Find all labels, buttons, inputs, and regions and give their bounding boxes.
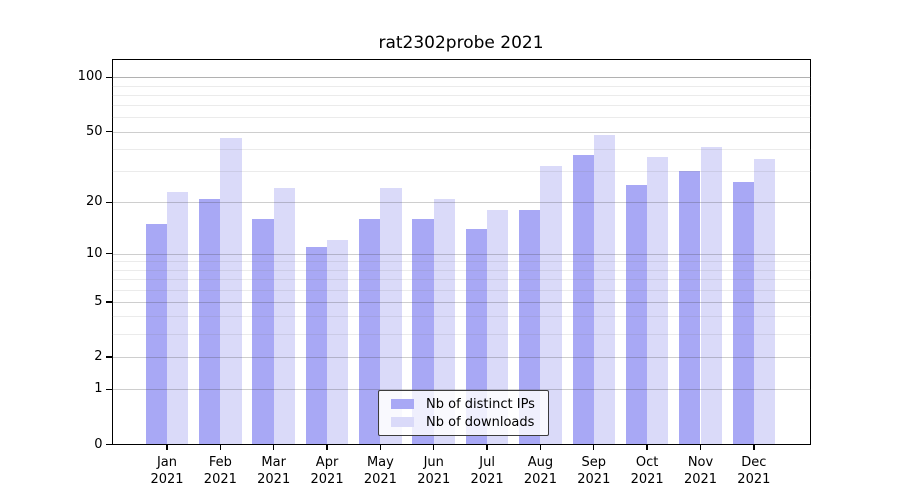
x-tick-label-nov: Nov 2021 <box>683 454 718 487</box>
gridline-minor-8 <box>111 269 811 271</box>
y-tick-5 <box>105 301 112 303</box>
gridline-minor-40 <box>111 149 811 151</box>
x-tick-apr <box>326 444 328 450</box>
legend-item-distinct-ips: Nb of distinct IPs <box>391 396 538 412</box>
y-tick-label-20: 20 <box>85 194 103 210</box>
y-tick-label-1: 1 <box>94 381 103 397</box>
gridline-minor-3 <box>111 334 811 336</box>
x-tick-label-jun: Jun 2021 <box>417 454 451 487</box>
bar-dec-downloads <box>753 159 776 445</box>
y-tick-label-0: 0 <box>94 436 103 452</box>
x-tick-may <box>379 444 382 450</box>
legend: Nb of distinct IPs Nb of downloads <box>378 390 549 436</box>
gridline-major-10 <box>111 253 811 255</box>
gridline-minor-9 <box>111 261 811 263</box>
x-tick-label-feb: Feb 2021 <box>203 454 237 487</box>
x-tick-label-apr: Apr 2021 <box>310 454 344 487</box>
bar-oct-distinct-ips <box>625 185 648 445</box>
legend-swatch-icon <box>391 399 414 409</box>
y-tick-50 <box>105 131 112 133</box>
bar-aug-distinct-ips <box>519 210 541 445</box>
bar-dec-distinct-ips <box>732 182 754 445</box>
x-tick-label-sep: Sep 2021 <box>577 454 611 487</box>
x-tick-label-aug: Aug 2021 <box>523 454 557 487</box>
y-tick-20 <box>105 201 112 203</box>
bar-jul-downloads <box>487 210 509 445</box>
gridline-minor-7 <box>111 279 811 281</box>
gridline-major-2 <box>111 357 811 359</box>
bar-sep-distinct-ips <box>572 155 594 445</box>
bar-mar-downloads <box>273 188 295 445</box>
gridline-minor-4 <box>111 316 811 318</box>
x-tick-mar <box>273 444 275 450</box>
y-tick-label-2: 2 <box>94 349 103 365</box>
gridline-major-50 <box>111 131 811 133</box>
gridline-minor-30 <box>111 171 811 173</box>
chart-title: rat2302probe 2021 <box>378 33 544 53</box>
gridline-major-1 <box>111 389 811 391</box>
y-tick-100 <box>105 76 112 79</box>
y-tick-0 <box>105 443 112 446</box>
x-tick-label-mar: Mar 2021 <box>257 454 291 487</box>
x-tick-oct <box>646 444 648 450</box>
bar-feb-distinct-ips <box>199 198 221 445</box>
bar-jan-downloads <box>167 191 189 445</box>
bar-mar-distinct-ips <box>252 219 274 445</box>
gridline-major-20 <box>111 202 811 204</box>
y-tick-10 <box>105 253 112 255</box>
bar-apr-distinct-ips <box>305 246 328 445</box>
x-tick-label-oct: Oct 2021 <box>630 454 664 487</box>
x-tick-label-jul: Jul 2021 <box>470 454 504 487</box>
x-tick-aug <box>539 444 542 450</box>
x-tick-dec <box>753 444 755 450</box>
gridline-minor-80 <box>111 94 811 96</box>
bar-may-distinct-ips <box>359 219 381 445</box>
legend-item-downloads: Nb of downloads <box>391 414 538 430</box>
gridline-major-100 <box>111 77 811 79</box>
gridline-minor-60 <box>111 117 811 119</box>
bar-apr-downloads <box>327 240 349 445</box>
plot-area <box>111 58 811 445</box>
gridline-major-5 <box>111 301 811 303</box>
y-tick-label-10: 10 <box>85 245 103 261</box>
x-tick-label-dec: Dec 2021 <box>737 454 771 487</box>
x-tick-feb <box>219 444 222 450</box>
x-tick-sep <box>593 444 595 450</box>
bar-may-downloads <box>380 188 402 445</box>
x-tick-jan <box>166 444 168 450</box>
y-tick-label-50: 50 <box>85 123 103 139</box>
y-tick-label-100: 100 <box>77 69 103 85</box>
bar-oct-downloads <box>647 157 669 445</box>
bar-jun-downloads <box>433 198 456 445</box>
y-tick-label-5: 5 <box>94 293 103 309</box>
bar-aug-downloads <box>540 166 562 445</box>
x-tick-jun <box>433 444 435 450</box>
gridline-minor-90 <box>111 85 811 87</box>
bar-jan-distinct-ips <box>145 223 167 445</box>
bar-sep-downloads <box>593 134 616 445</box>
gridline-minor-70 <box>111 105 811 107</box>
legend-item-label: Nb of distinct IPs <box>426 396 535 412</box>
y-tick-1 <box>105 388 112 391</box>
y-tick-2 <box>105 356 112 358</box>
x-tick-label-jan: Jan 2021 <box>150 454 184 487</box>
bar-nov-distinct-ips <box>679 171 701 445</box>
legend-item-label: Nb of downloads <box>426 414 535 430</box>
x-tick-jul <box>486 444 488 450</box>
x-tick-label-may: May 2021 <box>363 454 397 487</box>
bar-nov-downloads <box>700 147 722 445</box>
bar-feb-downloads <box>220 138 242 445</box>
legend-swatch-icon <box>391 417 414 427</box>
bar-jun-distinct-ips <box>412 219 434 445</box>
x-tick-nov <box>699 444 702 450</box>
gridline-minor-6 <box>111 289 811 291</box>
